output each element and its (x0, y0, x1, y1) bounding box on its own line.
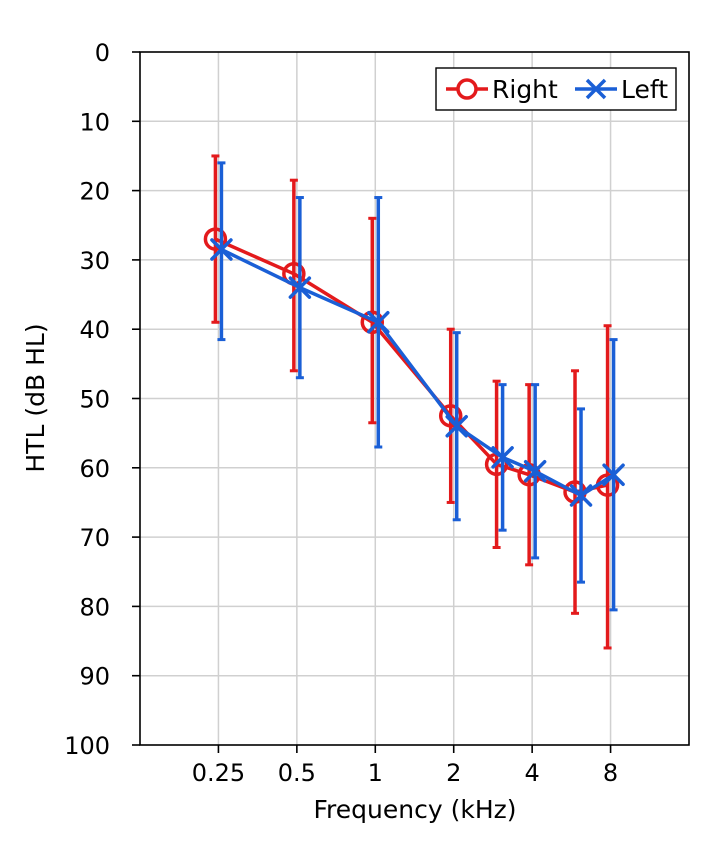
legend-right-label: Right (492, 75, 558, 104)
x-tick-label: 1 (368, 759, 383, 787)
y-tick-label: 60 (79, 455, 110, 483)
y-tick-label: 40 (79, 316, 110, 344)
data-point (360, 310, 385, 335)
y-tick-label: 50 (79, 386, 110, 414)
y-tick-label: 20 (79, 178, 110, 206)
data-point (210, 238, 233, 261)
y-tick-label: 0 (95, 39, 110, 67)
y-tick-label: 10 (79, 108, 110, 136)
y-tick-label: 30 (79, 247, 110, 275)
y-tick-label: 70 (79, 524, 110, 552)
grid (140, 52, 689, 745)
y-tick-label: 100 (64, 732, 110, 760)
data-point (491, 446, 514, 469)
legend: Right Left (435, 67, 677, 111)
data-point (602, 463, 625, 486)
series-left (210, 161, 625, 612)
legend-left-marker (585, 78, 607, 100)
x-tick-label: 0.25 (192, 759, 245, 787)
x-axis: 0.25 0.5 1 2 4 8 (192, 745, 618, 787)
y-axis-title: HTL (dB HL) (21, 323, 50, 472)
series-right (203, 154, 620, 650)
y-tick-label: 80 (79, 593, 110, 621)
data-point (445, 414, 468, 438)
data-point (569, 484, 593, 507)
data-point (438, 404, 463, 428)
x-axis-title: Frequency (kHz) (313, 795, 516, 824)
x-tick-label: 4 (525, 759, 540, 787)
data-point (367, 311, 390, 334)
y-tick-label: 90 (79, 663, 110, 691)
x-tick-label: 2 (446, 759, 461, 787)
legend-right-marker (456, 78, 478, 100)
x-tick-label: 8 (603, 759, 618, 787)
y-axis: 0 10 20 30 40 50 60 70 80 90 100 (64, 39, 140, 760)
data-point (523, 460, 547, 483)
x-tick-label: 0.5 (278, 759, 316, 787)
legend-left-label: Left (621, 75, 668, 104)
data-point (288, 276, 312, 299)
series-line (220, 247, 615, 498)
data-point (203, 227, 228, 251)
series (203, 154, 625, 650)
